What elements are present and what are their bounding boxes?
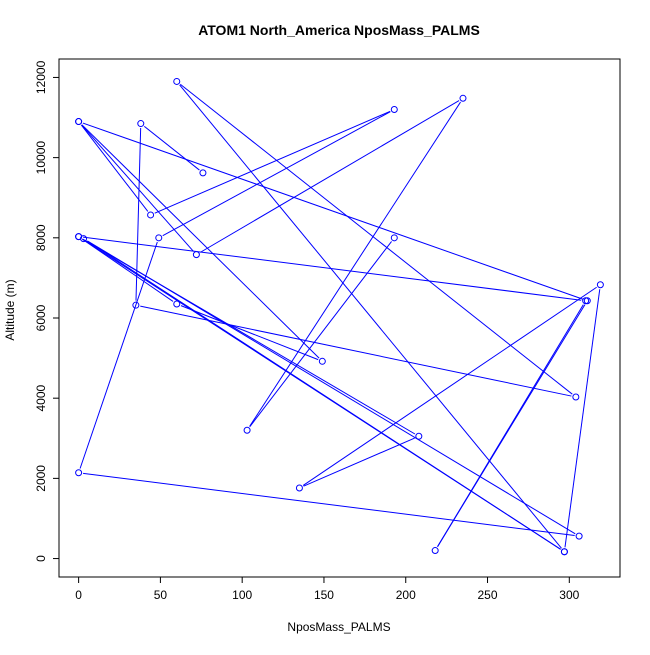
x-tick-label-2: 100 (232, 588, 252, 602)
series-0-point-24 (75, 118, 83, 126)
series-lines (79, 83, 601, 550)
series-0-segment-9 (564, 289, 601, 548)
x-tick-label-6: 300 (559, 588, 579, 602)
series-points (75, 77, 604, 556)
series-0-segment-25 (200, 100, 460, 253)
series-0-point-9 (596, 281, 604, 289)
y-axis: 0 2000 4000 6000 8000 10000 12000 (34, 60, 59, 562)
y-tick-label-1: 2000 (34, 465, 48, 492)
series-0-point-16 (147, 211, 155, 219)
x-tick-label-0: 0 (75, 588, 82, 602)
series-0-point-10 (560, 548, 568, 556)
series-0-point-1 (137, 120, 145, 128)
series-0-segment-17 (81, 124, 320, 359)
x-tick-label-1: 50 (154, 588, 168, 602)
y-tick-label-0: 0 (34, 555, 48, 562)
series-0-point-25 (192, 251, 200, 259)
series-0-segment-14 (162, 111, 391, 237)
series-0-point-26 (459, 94, 467, 102)
series-0-point-3 (572, 393, 580, 401)
series-0-segment-12 (83, 472, 575, 537)
series-0-segment-0 (143, 125, 200, 171)
series-0-segment-19 (82, 238, 174, 302)
chart-title: ATOM1 North_America NposMass_PALMS (198, 22, 480, 38)
series-0-point-23 (583, 297, 591, 305)
y-tick-label-4: 8000 (34, 224, 48, 251)
series-0-segment-10 (87, 240, 561, 550)
series-0-point-12 (575, 532, 583, 540)
series-0-point-15 (390, 106, 398, 114)
x-tick-label-5: 250 (478, 588, 498, 602)
series-0-segment-18 (180, 305, 319, 361)
series-0-segment-24 (81, 124, 194, 252)
series-0-segment-22 (437, 304, 586, 547)
y-tick-label-2: 4000 (34, 385, 48, 412)
series-0-point-7 (415, 432, 423, 440)
series-0-segment-4 (179, 84, 562, 549)
x-axis: 0 50 100 150 200 250 300 (75, 577, 580, 602)
series-0-segment-7 (303, 437, 415, 487)
series-0-segment-26 (249, 101, 461, 427)
series-0-point-13 (75, 469, 83, 477)
series-0-segment-20 (83, 236, 582, 301)
series-0-point-20 (75, 233, 83, 241)
series-0-point-8 (295, 484, 303, 492)
y-tick-label-3: 6000 (34, 304, 48, 331)
series-0-point-0 (199, 169, 207, 177)
y-tick-label-5: 10000 (34, 141, 48, 175)
series-0-point-28 (390, 234, 398, 242)
series-0-point-19 (173, 300, 181, 308)
series-0-segment-3 (179, 83, 573, 395)
series-0-segment-1 (135, 128, 142, 301)
series-0-point-18 (318, 357, 326, 365)
x-tick-label-3: 150 (314, 588, 334, 602)
y-tick-label-6: 12000 (34, 60, 48, 94)
series-0-segment-15 (154, 110, 391, 214)
series-0-segment-27 (249, 241, 392, 427)
series-0-segment-8 (302, 286, 597, 486)
series-0-point-14 (155, 234, 163, 242)
series-0-point-22 (431, 547, 439, 555)
x-tick-label-4: 200 (396, 588, 416, 602)
series-0-point-27 (243, 426, 251, 434)
series-0-segment-16 (80, 124, 149, 212)
x-axis-label: NposMass_PALMS (287, 620, 390, 634)
series-0-segment-11 (87, 240, 576, 535)
series-0-point-4 (173, 77, 181, 85)
series-0-segment-23 (82, 122, 584, 300)
series-0-segment-2 (140, 305, 572, 397)
series-0-point-2 (132, 301, 140, 309)
y-axis-label: Altitude (m) (3, 279, 17, 340)
series-0-segment-13 (79, 241, 158, 469)
